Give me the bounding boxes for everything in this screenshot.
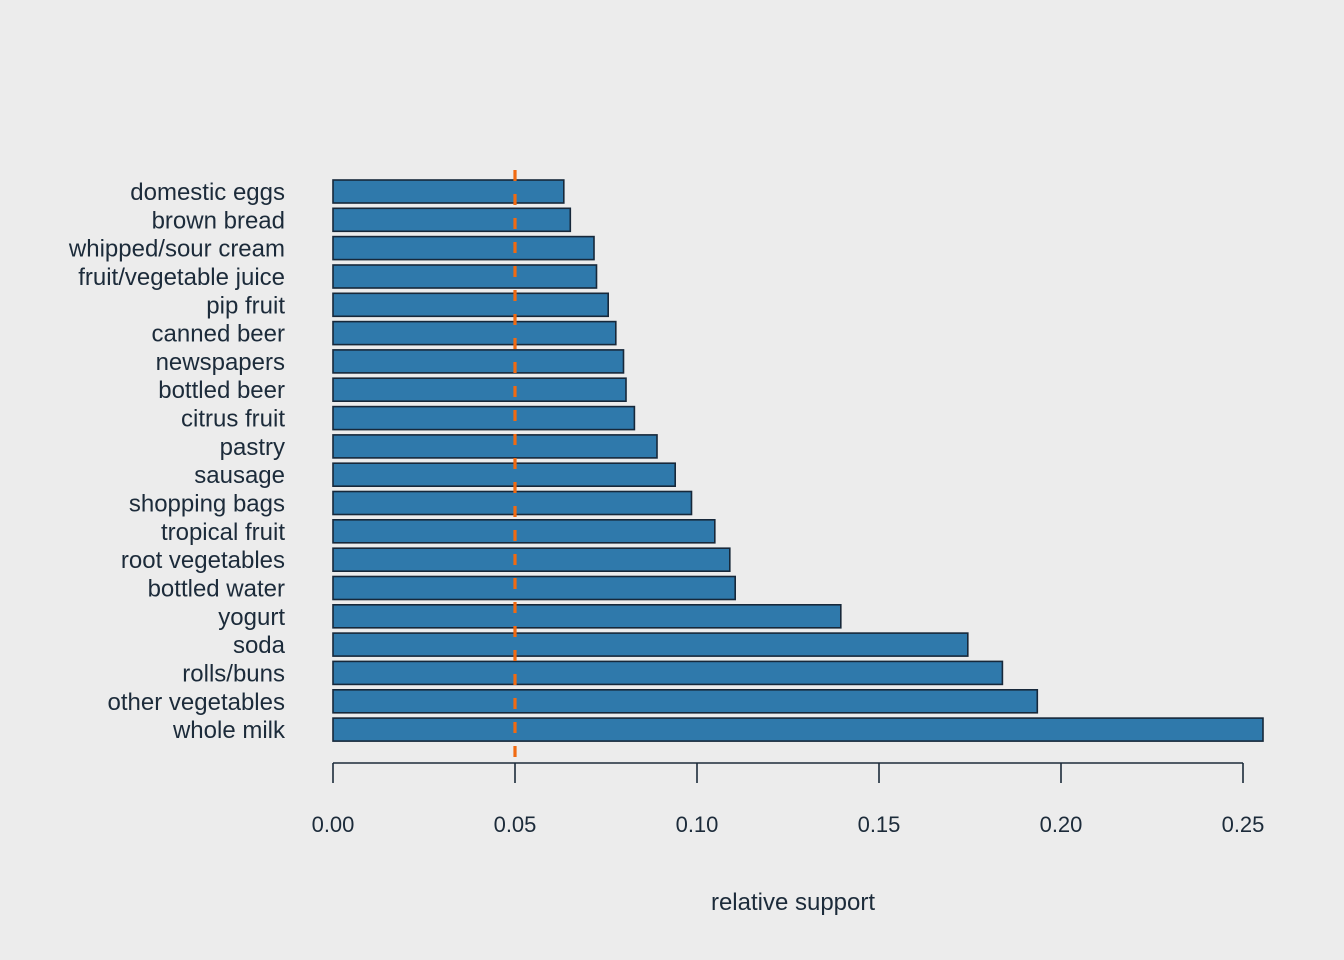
bar-pastry bbox=[332, 434, 658, 459]
category-label: whole milk bbox=[172, 717, 286, 744]
x-tick-label: 0.10 bbox=[676, 812, 719, 837]
x-axis-title: relative support bbox=[711, 889, 875, 916]
bars bbox=[332, 179, 1264, 742]
bar-newspapers bbox=[332, 349, 625, 374]
bar-citrus-fruit bbox=[332, 405, 636, 431]
category-label: yogurt bbox=[218, 604, 285, 631]
x-axis: 0.00 0.05 0.10 0.15 0.20 0.25 bbox=[312, 762, 1265, 837]
category-label: soda bbox=[233, 632, 286, 659]
category-label: newspapers bbox=[156, 349, 285, 376]
bar-tropical-fruit bbox=[332, 518, 716, 544]
x-tick-label: 0.20 bbox=[1040, 812, 1083, 837]
bar-whole-milk bbox=[332, 717, 1264, 742]
category-label: bottled water bbox=[148, 576, 285, 603]
x-tick-label: 0.00 bbox=[312, 812, 355, 837]
category-label: bottled beer bbox=[158, 377, 285, 404]
category-label: other vegetables bbox=[108, 689, 285, 716]
bar-brown-bread bbox=[332, 207, 572, 233]
category-label: citrus fruit bbox=[181, 406, 285, 433]
bar-bottled-water bbox=[332, 575, 737, 601]
category-label: canned beer bbox=[152, 321, 285, 348]
bar-shopping-bags bbox=[332, 490, 693, 516]
bar-fruit-vegetable-juice bbox=[332, 264, 598, 289]
bar-bottled-beer bbox=[332, 377, 627, 403]
bar-canned-beer bbox=[332, 320, 617, 346]
category-label: pip fruit bbox=[206, 292, 285, 319]
category-label: shopping bags bbox=[129, 491, 285, 518]
bar-rolls-buns bbox=[332, 660, 1004, 686]
category-label: rolls/buns bbox=[182, 660, 285, 687]
bar-domestic-eggs bbox=[332, 179, 565, 204]
bar-other-vegetables bbox=[332, 688, 1039, 714]
x-tick-label: 0.05 bbox=[494, 812, 537, 837]
category-label: pastry bbox=[220, 434, 285, 461]
x-tick-label: 0.25 bbox=[1222, 812, 1265, 837]
bar-sausage bbox=[332, 462, 677, 488]
category-label: root vegetables bbox=[121, 547, 285, 574]
bar-soda bbox=[332, 632, 969, 657]
category-label: brown bread bbox=[152, 207, 285, 234]
category-label: fruit/vegetable juice bbox=[78, 264, 285, 291]
bar-pip-fruit bbox=[332, 292, 610, 318]
bar-yogurt bbox=[332, 603, 842, 629]
category-label: sausage bbox=[194, 462, 285, 489]
category-label: tropical fruit bbox=[161, 519, 285, 546]
x-tick-label: 0.15 bbox=[858, 812, 901, 837]
bar-whipped-sour-cream bbox=[332, 235, 595, 261]
category-label: whipped/sour cream bbox=[68, 236, 285, 263]
category-label: domestic eggs bbox=[130, 179, 285, 206]
bar-root-vegetables bbox=[332, 547, 731, 573]
